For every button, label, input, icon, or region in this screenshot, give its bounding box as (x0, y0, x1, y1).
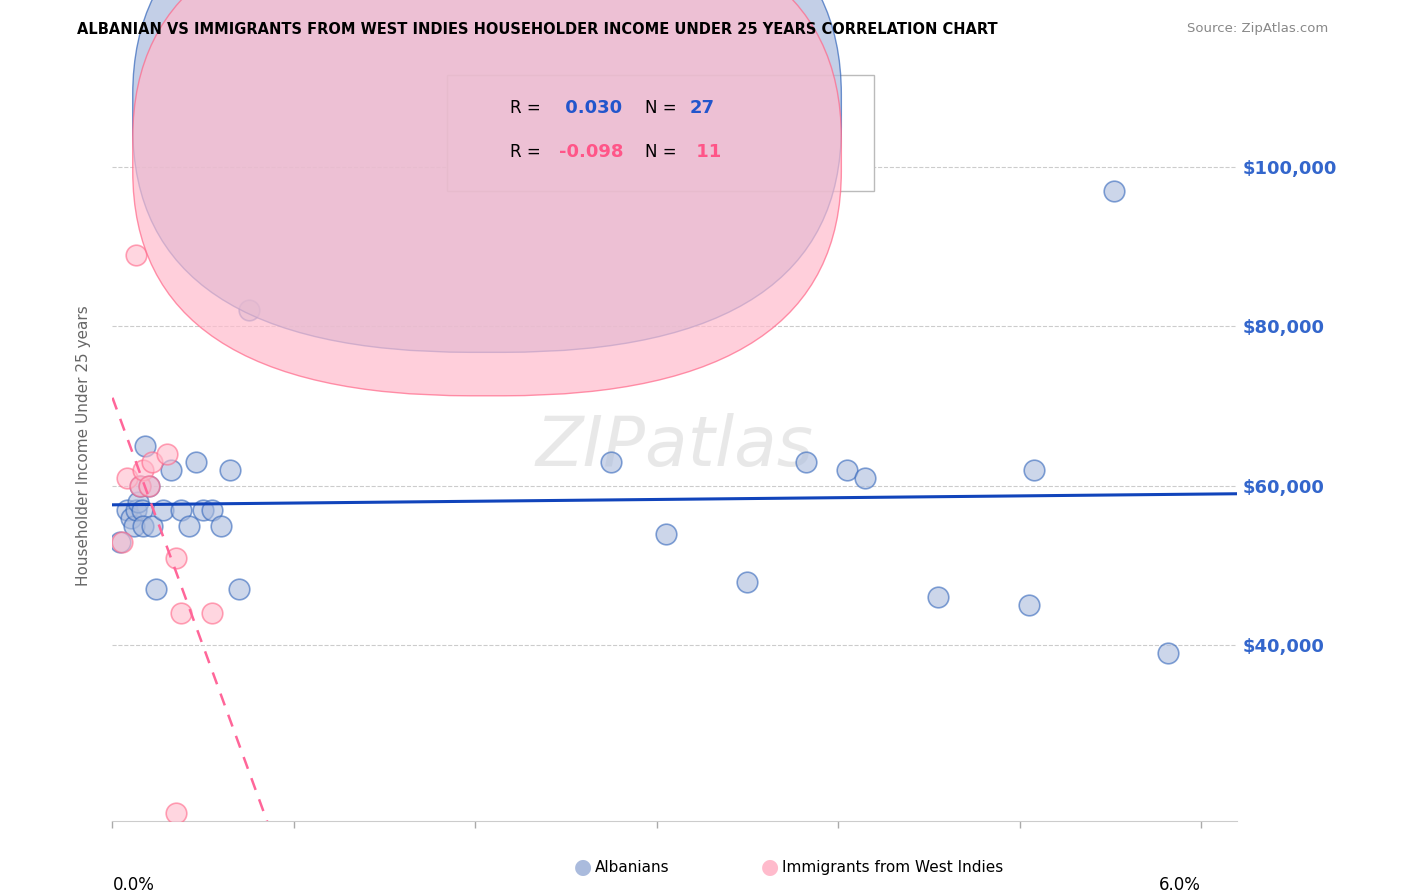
Point (141, 455, 163, 469)
Point (927, 591, 949, 605)
Text: -0.098: -0.098 (560, 144, 623, 161)
Point (120, 510, 142, 524)
Point (1018, 599, 1040, 613)
Point (131, 502, 153, 516)
Point (138, 479, 160, 493)
Text: ZIPatlas: ZIPatlas (536, 412, 814, 480)
Point (115, 471, 138, 485)
FancyBboxPatch shape (132, 0, 841, 396)
Text: 0.030: 0.030 (560, 99, 621, 117)
Point (737, 574, 759, 589)
Y-axis label: Householder Income Under 25 years: Householder Income Under 25 years (76, 306, 91, 586)
Point (156, 447, 179, 461)
FancyBboxPatch shape (447, 75, 875, 191)
Text: 27: 27 (689, 99, 714, 117)
Point (209, 518, 232, 533)
Point (201, 607, 224, 621)
Point (170, 502, 193, 516)
Point (110, 534, 132, 549)
Point (152, 502, 174, 516)
Text: 0.0%: 0.0% (112, 877, 155, 892)
Point (201, 502, 224, 516)
Point (125, 248, 148, 262)
Text: ●: ● (762, 857, 779, 877)
Point (132, 518, 155, 533)
Point (132, 463, 155, 477)
FancyBboxPatch shape (132, 0, 841, 352)
Point (122, 518, 145, 533)
Point (128, 479, 150, 493)
Point (177, 518, 200, 533)
Point (837, 463, 859, 477)
Point (115, 502, 138, 516)
Text: 6.0%: 6.0% (1159, 877, 1201, 892)
Point (145, 582, 167, 597)
Point (1022, 463, 1045, 477)
Point (655, 526, 678, 541)
Point (170, 607, 193, 621)
Point (184, 455, 207, 469)
Text: R =: R = (509, 99, 546, 117)
Point (141, 518, 163, 533)
Text: N =: N = (644, 144, 682, 161)
Point (165, 550, 187, 565)
Point (238, 303, 260, 318)
Point (219, 463, 242, 477)
Point (794, 455, 817, 469)
Text: ALBANIAN VS IMMIGRANTS FROM WEST INDIES HOUSEHOLDER INCOME UNDER 25 YEARS CORREL: ALBANIAN VS IMMIGRANTS FROM WEST INDIES … (77, 22, 998, 37)
Point (128, 479, 150, 493)
Point (125, 502, 148, 516)
Point (853, 471, 876, 485)
Text: Source: ZipAtlas.com: Source: ZipAtlas.com (1188, 22, 1329, 36)
Text: ●: ● (575, 857, 592, 877)
Text: Albanians: Albanians (595, 860, 669, 874)
Point (600, 455, 623, 469)
Text: 11: 11 (689, 144, 721, 161)
Point (159, 463, 181, 477)
Point (1157, 646, 1180, 660)
Point (127, 495, 149, 509)
Text: R =: R = (509, 144, 546, 161)
Point (108, 534, 131, 549)
Point (138, 479, 160, 493)
Point (165, 805, 187, 820)
Point (1102, 184, 1125, 198)
Point (193, 502, 215, 516)
Point (134, 439, 156, 453)
Text: Immigrants from West Indies: Immigrants from West Indies (782, 860, 1002, 874)
Point (228, 582, 250, 597)
Text: N =: N = (644, 99, 682, 117)
